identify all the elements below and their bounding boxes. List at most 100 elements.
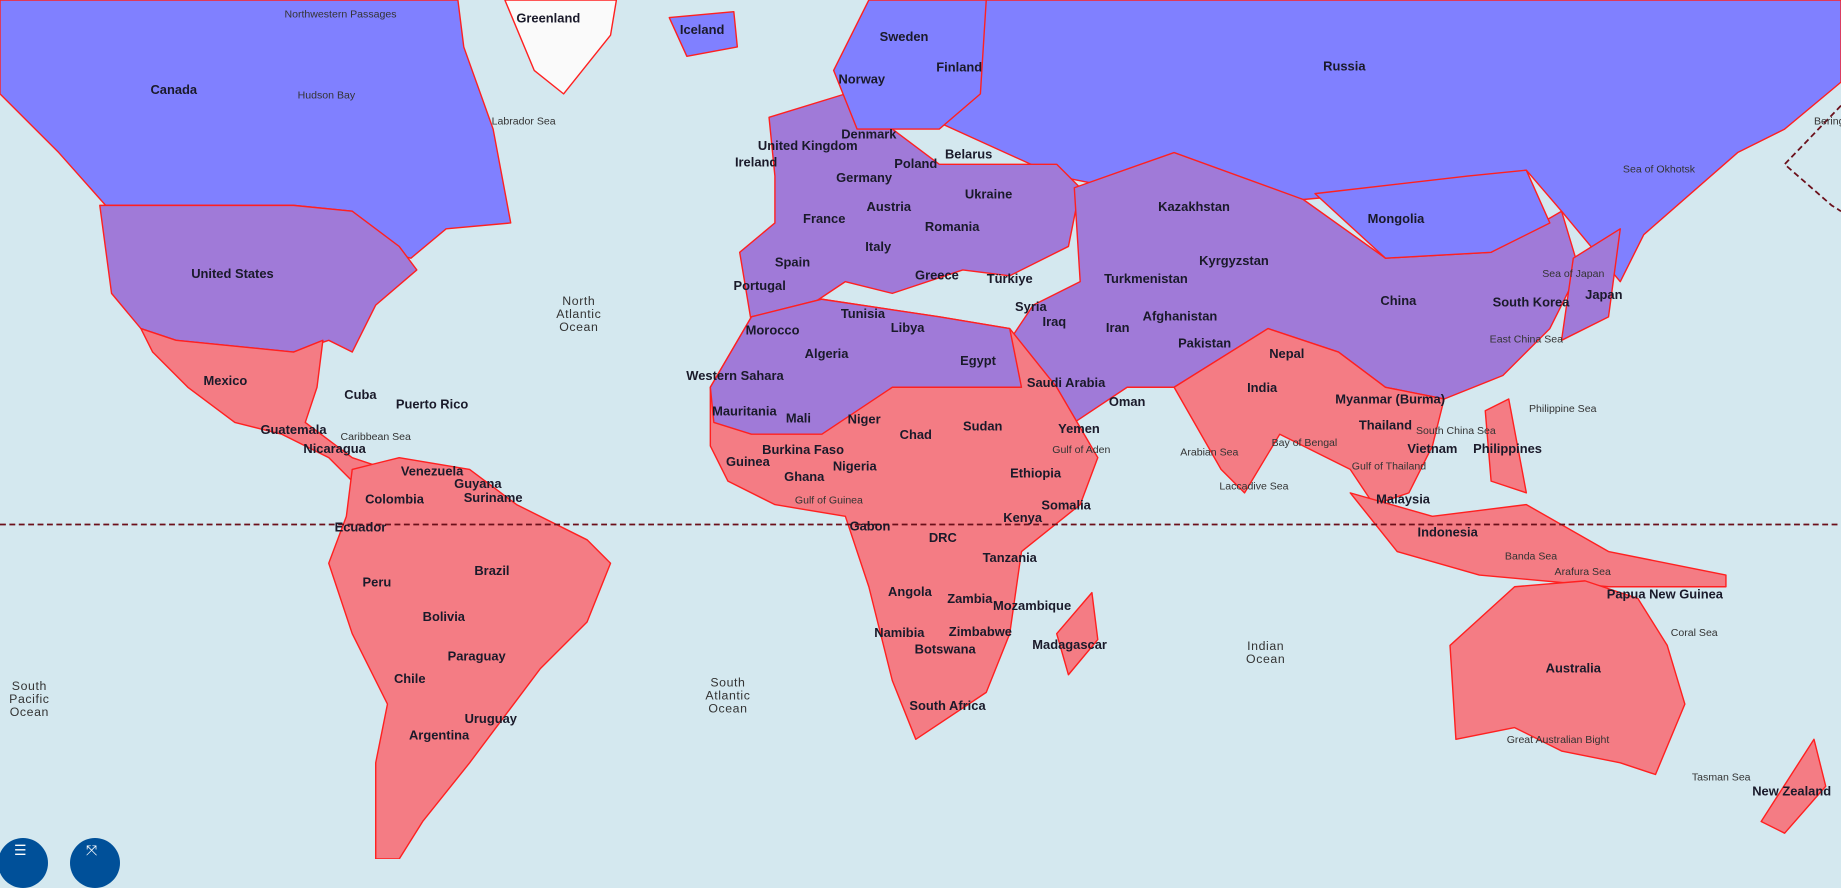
country-label: Ghana [784, 469, 825, 484]
country-label: China [1380, 293, 1417, 308]
sea-label: Northwestern Passages [284, 9, 396, 21]
sea-label: Sea of Japan [1542, 268, 1604, 280]
country-label: Niger [848, 412, 881, 427]
country-label: Chad [900, 427, 932, 442]
country-label: Algeria [805, 346, 850, 361]
country-label: Ireland [735, 155, 777, 170]
ocean-label: Ocean [1246, 652, 1285, 666]
sea-label: South China Sea [1416, 425, 1496, 437]
country-label: France [803, 211, 845, 226]
country-label: Belarus [945, 146, 992, 161]
country-label: Colombia [365, 491, 425, 506]
country-label: Guyana [454, 476, 502, 491]
sea-label: Arafura Sea [1555, 566, 1611, 578]
sea-label: Laccadive Sea [1219, 480, 1288, 492]
sea-label: Caribbean Sea [341, 431, 412, 443]
ocean-label: Ocean [10, 705, 49, 719]
europe-region[interactable] [738, 93, 1081, 324]
south-america-region[interactable] [328, 456, 612, 859]
country-label: Bolivia [423, 609, 466, 624]
country-label: Norway [838, 71, 885, 86]
country-label: Vietnam [1407, 441, 1457, 456]
country-label: Sudan [963, 419, 1003, 434]
sea-label: Banda Sea [1505, 551, 1557, 563]
philippines-region[interactable] [1484, 398, 1528, 494]
scandinavia-region[interactable] [832, 0, 987, 130]
mongolia-region[interactable] [1314, 169, 1551, 259]
ocean-label: Ocean [708, 701, 747, 715]
country-label: Poland [894, 156, 937, 171]
country-label: Portugal [733, 278, 785, 293]
country-label: Thailand [1359, 418, 1412, 433]
country-label: Iran [1106, 320, 1130, 335]
country-label: Uruguay [465, 711, 518, 726]
country-label: Italy [865, 239, 892, 254]
country-label: Gabon [850, 518, 891, 533]
greenland-region[interactable] [504, 0, 618, 95]
country-label: Mali [786, 410, 811, 425]
sea-label: East China Sea [1490, 334, 1563, 346]
country-label: Mongolia [1368, 211, 1425, 226]
south-asia-region[interactable] [1173, 327, 1445, 506]
country-label: Yemen [1058, 421, 1100, 436]
ocean-label: South [710, 675, 745, 689]
country-label: Chile [394, 671, 426, 686]
world-map[interactable]: Canada United States Mexico Cuba Puerto Rico… [0, 0, 1841, 859]
country-label: United States [191, 266, 274, 281]
country-label: Burkina Faso [762, 442, 844, 457]
country-label: Botswana [915, 642, 977, 657]
layers-icon: ☰ [14, 842, 27, 858]
country-label: Nepal [1269, 346, 1304, 361]
madagascar-region[interactable] [1055, 591, 1099, 676]
country-label: Myanmar (Burma) [1335, 392, 1445, 407]
country-label: Kazakhstan [1158, 199, 1230, 214]
layers-button[interactable]: ☰ [0, 838, 48, 888]
japan-region[interactable] [1560, 228, 1621, 342]
indonesia-region[interactable] [1349, 492, 1727, 588]
sea-label: Gulf of Aden [1052, 444, 1110, 456]
country-label: Saudi Arabia [1027, 375, 1106, 390]
country-label: Russia [1323, 58, 1366, 73]
country-label: Canada [150, 82, 197, 97]
country-label: Zimbabwe [949, 624, 1012, 639]
country-label: Indonesia [1418, 524, 1479, 539]
country-label: Cuba [344, 387, 377, 402]
country-label: Somalia [1041, 497, 1091, 512]
sea-label: Arabian Sea [1180, 446, 1238, 458]
sea-label: Gulf of Guinea [795, 494, 863, 506]
iceland-region[interactable] [668, 11, 739, 58]
ocean-label: North [562, 294, 595, 308]
north-africa-region[interactable] [709, 298, 1023, 435]
country-label: Morocco [746, 322, 800, 337]
country-label: Pakistan [1178, 335, 1231, 350]
country-label: Guatemala [261, 422, 328, 437]
country-label: Turkmenistan [1104, 271, 1188, 286]
country-label: Ukraine [965, 186, 1012, 201]
country-label: Tanzania [983, 550, 1038, 565]
ocean-label: Pacific [9, 692, 49, 706]
country-label: Kenya [1003, 510, 1043, 525]
country-label: Malaysia [1376, 491, 1431, 506]
sea-label: Bering [1814, 115, 1841, 127]
country-label: Puerto Rico [396, 396, 469, 411]
country-label: Ecuador [335, 520, 387, 535]
country-label: Greece [915, 267, 959, 282]
country-label: Türkiye [987, 271, 1033, 286]
country-label: Romania [925, 219, 980, 234]
expand-button[interactable]: ⤧ [70, 838, 120, 888]
country-label: Iceland [680, 22, 725, 37]
ocean-label: South [12, 679, 47, 693]
new-zealand-region[interactable] [1760, 738, 1827, 834]
date-line [1783, 105, 1841, 212]
country-label: Mauritania [712, 403, 777, 418]
country-label: Japan [1585, 287, 1622, 302]
australia-region[interactable] [1449, 580, 1686, 776]
sea-label: Hudson Bay [298, 90, 356, 102]
country-label: Austria [867, 199, 912, 214]
country-label: Afghanistan [1143, 308, 1218, 323]
country-label: United Kingdom [758, 138, 858, 153]
country-label: Paraguay [448, 649, 507, 664]
country-label: Iraq [1043, 314, 1067, 329]
country-label: Tunisia [841, 306, 886, 321]
country-label: Brazil [474, 563, 509, 578]
